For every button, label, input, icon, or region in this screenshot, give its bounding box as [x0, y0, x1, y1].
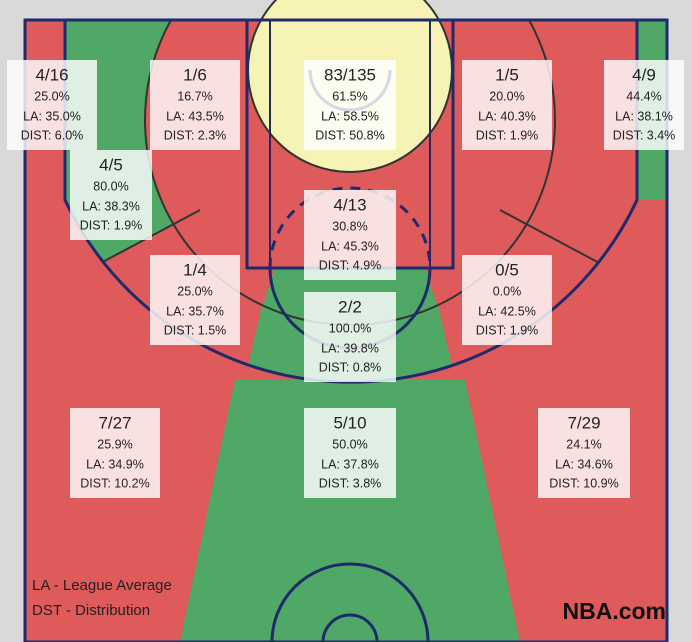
- three-point-line: [63, 20, 639, 384]
- zone-label-box: [462, 60, 552, 150]
- zone-league-avg: LA: 45.3%: [321, 239, 379, 253]
- zone-league-avg: LA: 34.9%: [86, 457, 144, 471]
- zone-pct: 50.0%: [332, 437, 367, 451]
- zone-shots: 4/16: [35, 65, 68, 84]
- zone-league-avg: LA: 34.6%: [555, 457, 613, 471]
- zone-distribution: DIST: 1.9%: [476, 323, 539, 337]
- zone-distribution: DIST: 1.9%: [80, 218, 143, 232]
- zone-pct: 16.7%: [177, 89, 212, 103]
- zone-pct: 25.0%: [34, 89, 69, 103]
- zone-distribution: DIST: 50.8%: [315, 128, 384, 142]
- zone-league-avg: LA: 35.0%: [23, 109, 81, 123]
- zone-distribution: DIST: 3.4%: [613, 128, 676, 142]
- zone-distribution: DIST: 6.0%: [21, 128, 84, 142]
- zone-distribution: DIST: 1.5%: [164, 323, 227, 337]
- zone-shots: 7/29: [567, 413, 600, 432]
- zone-shots: 1/5: [495, 65, 519, 84]
- zone-label-box: [150, 255, 240, 345]
- zone-distribution: DIST: 1.9%: [476, 128, 539, 142]
- zone-shots: 7/27: [98, 413, 131, 432]
- zone-league-avg: LA: 39.8%: [321, 341, 379, 355]
- zone-shots: 83/135: [324, 65, 376, 84]
- legend-text: LA - League Average: [32, 577, 172, 594]
- zone-label-box: [538, 408, 630, 498]
- zone-shots: 4/13: [333, 195, 366, 214]
- zone-label-box: [304, 60, 396, 150]
- zone-shots: 4/5: [99, 155, 123, 174]
- zone-border: [499, 209, 604, 266]
- zone-league-avg: LA: 42.5%: [478, 304, 536, 318]
- zone-league-avg: LA: 43.5%: [166, 109, 224, 123]
- zone-league-avg: LA: 40.3%: [478, 109, 536, 123]
- center-circle: [270, 562, 430, 642]
- zone-pct: 44.4%: [626, 89, 661, 103]
- zone-league-avg: LA: 35.7%: [166, 304, 224, 318]
- zone-pct: 61.5%: [332, 89, 367, 103]
- zone-pct: 25.0%: [177, 284, 212, 298]
- zone-label-box: [304, 190, 396, 280]
- zone-league-avg: LA: 38.1%: [615, 109, 673, 123]
- brand: NBA.com: [562, 598, 666, 624]
- zone-distribution: DIST: 2.3%: [164, 128, 227, 142]
- zone-label-box: [604, 60, 684, 150]
- zone-pct: 30.8%: [332, 219, 367, 233]
- zone-shots: 0/5: [495, 260, 519, 279]
- zone-label-box: [7, 60, 97, 150]
- center-circle-inner: [321, 613, 379, 642]
- zone-shots: 1/6: [183, 65, 207, 84]
- zone-shots: 1/4: [183, 260, 207, 279]
- zone-label-box: [304, 292, 396, 382]
- zone-league-avg: LA: 58.5%: [321, 109, 379, 123]
- zone-shots: 4/9: [632, 65, 656, 84]
- legend-text: DST - Distribution: [32, 602, 150, 619]
- zone-league-avg: LA: 38.3%: [82, 199, 140, 213]
- zone-distribution: DIST: 4.9%: [319, 258, 382, 272]
- zone-pct: 20.0%: [489, 89, 524, 103]
- zone-shots: 2/2: [338, 297, 362, 316]
- zone-distribution: DIST: 3.8%: [319, 476, 382, 490]
- zone-shots: 5/10: [333, 413, 366, 432]
- zone-pct: 80.0%: [93, 179, 128, 193]
- zone-label-box: [70, 150, 152, 240]
- zone-pct: 0.0%: [493, 284, 522, 298]
- zone-label-box: [70, 408, 160, 498]
- zone-pct: 24.1%: [566, 437, 601, 451]
- ft-circle-dashed: [268, 186, 432, 269]
- zone-league-avg: LA: 37.8%: [321, 457, 379, 471]
- zone-distribution: DIST: 0.8%: [319, 360, 382, 374]
- zone-distribution: DIST: 10.9%: [549, 476, 618, 490]
- zone-pct: 100.0%: [329, 321, 371, 335]
- zone-label-box: [462, 255, 552, 345]
- zone-label-box: [304, 408, 396, 498]
- zone-label-box: [150, 60, 240, 150]
- zone-green: [180, 380, 520, 642]
- zone-pct: 25.9%: [97, 437, 132, 451]
- zone-distribution: DIST: 10.2%: [80, 476, 149, 490]
